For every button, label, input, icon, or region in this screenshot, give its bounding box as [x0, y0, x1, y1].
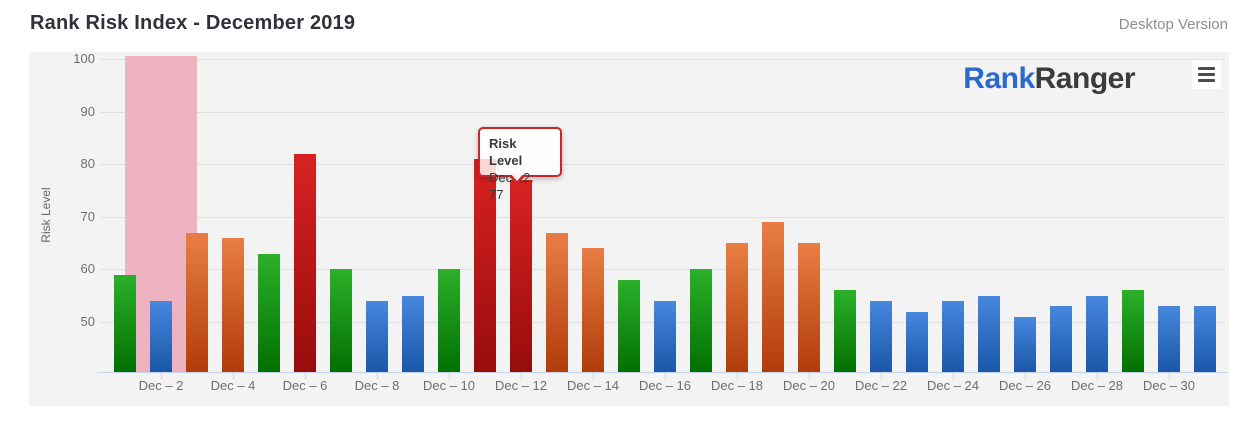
bar-dec-7[interactable]	[330, 269, 352, 372]
x-tick-label-21: Dec – 22	[854, 378, 908, 393]
x-tick-label-11: Dec – 12	[494, 378, 548, 393]
x-tick-label-29: Dec – 30	[1142, 378, 1196, 393]
bar-dec-15[interactable]	[618, 279, 640, 372]
bar-dec-31[interactable]	[1194, 306, 1216, 372]
bar-dec-26[interactable]	[1014, 316, 1036, 372]
rankranger-logo[interactable]: RankRanger	[963, 62, 1135, 96]
desktop-version-label[interactable]: Desktop Version	[1118, 16, 1228, 33]
y-tick-label-50: 50	[80, 314, 95, 330]
x-tick-11	[521, 372, 522, 379]
x-tick-23	[953, 372, 954, 379]
x-tick-label-23: Dec – 24	[926, 378, 980, 393]
x-tick-label-1: Dec – 2	[138, 378, 184, 393]
bar-dec-12[interactable]	[510, 180, 532, 372]
x-tick-label-3: Dec – 4	[210, 378, 256, 393]
x-tick-15	[665, 372, 666, 379]
tooltip-title: Risk Level	[489, 136, 523, 168]
bar-dec-14[interactable]	[582, 248, 604, 372]
bar-dec-5[interactable]	[258, 253, 280, 372]
x-tick-label-5: Dec – 6	[282, 378, 328, 393]
bar-dec-28[interactable]	[1086, 295, 1108, 372]
x-tick-25	[1025, 372, 1026, 379]
x-axis-line	[97, 372, 1227, 373]
x-tick-label-17: Dec – 18	[710, 378, 764, 393]
bar-dec-13[interactable]	[546, 232, 568, 372]
y-tick-label-70: 70	[80, 208, 95, 224]
logo-rank-text: Rank	[963, 62, 1035, 95]
gridline-80	[100, 164, 1225, 166]
bar-dec-23[interactable]	[906, 311, 928, 372]
y-tick-label-80: 80	[80, 156, 95, 172]
x-tick-label-9: Dec – 10	[422, 378, 476, 393]
x-tick-label-25: Dec – 26	[998, 378, 1052, 393]
x-tick-5	[305, 372, 306, 379]
y-tick-label-90: 90	[80, 103, 95, 119]
bar-dec-16[interactable]	[654, 300, 676, 372]
x-tick-21	[881, 372, 882, 379]
x-tick-7	[377, 372, 378, 379]
x-tick-29	[1169, 372, 1170, 379]
bar-dec-10[interactable]	[438, 269, 460, 372]
bar-dec-24[interactable]	[942, 300, 964, 372]
bar-dec-9[interactable]	[402, 295, 424, 372]
x-tick-9	[449, 372, 450, 379]
x-tick-label-19: Dec – 20	[782, 378, 836, 393]
bar-dec-21[interactable]	[834, 290, 856, 372]
hamburger-menu-icon[interactable]	[1192, 60, 1221, 89]
bar-dec-25[interactable]	[978, 295, 1000, 372]
tooltip: Risk Level Dec 12: 77	[478, 127, 562, 202]
gridline-90	[100, 111, 1225, 113]
bar-dec-11[interactable]	[474, 158, 496, 372]
gridline-60	[100, 269, 1225, 271]
bar-dec-20[interactable]	[798, 243, 820, 372]
x-tick-label-13: Dec – 14	[566, 378, 620, 393]
y-tick-label-100: 100	[73, 51, 95, 67]
bar-dec-22[interactable]	[870, 300, 892, 372]
gridline-100	[100, 59, 1225, 61]
x-tick-19	[809, 372, 810, 379]
x-tick-label-7: Dec – 8	[354, 378, 400, 393]
bar-dec-18[interactable]	[726, 243, 748, 372]
bar-dec-8[interactable]	[366, 300, 388, 372]
bar-dec-27[interactable]	[1050, 306, 1072, 372]
rank-risk-chart: RankRanger Risk Level 50 60 70 80 90 100 Dec –…	[29, 51, 1229, 406]
x-tick-label-15: Dec – 16	[638, 378, 692, 393]
logo-ranger-text: Ranger	[1034, 62, 1136, 95]
bar-dec-6[interactable]	[294, 153, 316, 372]
x-tick-3	[233, 372, 234, 379]
gridline-70	[100, 216, 1225, 218]
bar-dec-19[interactable]	[762, 222, 784, 372]
bar-dec-29[interactable]	[1122, 290, 1144, 372]
x-tick-13	[593, 372, 594, 379]
x-tick-1	[161, 372, 162, 379]
x-tick-17	[737, 372, 738, 379]
bar-dec-17[interactable]	[690, 269, 712, 372]
y-tick-label-60: 60	[80, 261, 95, 277]
x-tick-label-27: Dec – 28	[1070, 378, 1124, 393]
bar-dec-4[interactable]	[222, 237, 244, 372]
page-title: Rank Risk Index - December 2019	[30, 12, 356, 34]
plot-area: 50 60 70 80 90 100 Dec – 2 Dec – 4 Dec – 6 Dec – …	[29, 51, 1229, 406]
bar-dec-2[interactable]	[150, 300, 172, 372]
bar-dec-3[interactable]	[186, 232, 208, 372]
x-tick-27	[1097, 372, 1098, 379]
bar-dec-30[interactable]	[1158, 306, 1180, 372]
bar-dec-1[interactable]	[114, 274, 136, 372]
